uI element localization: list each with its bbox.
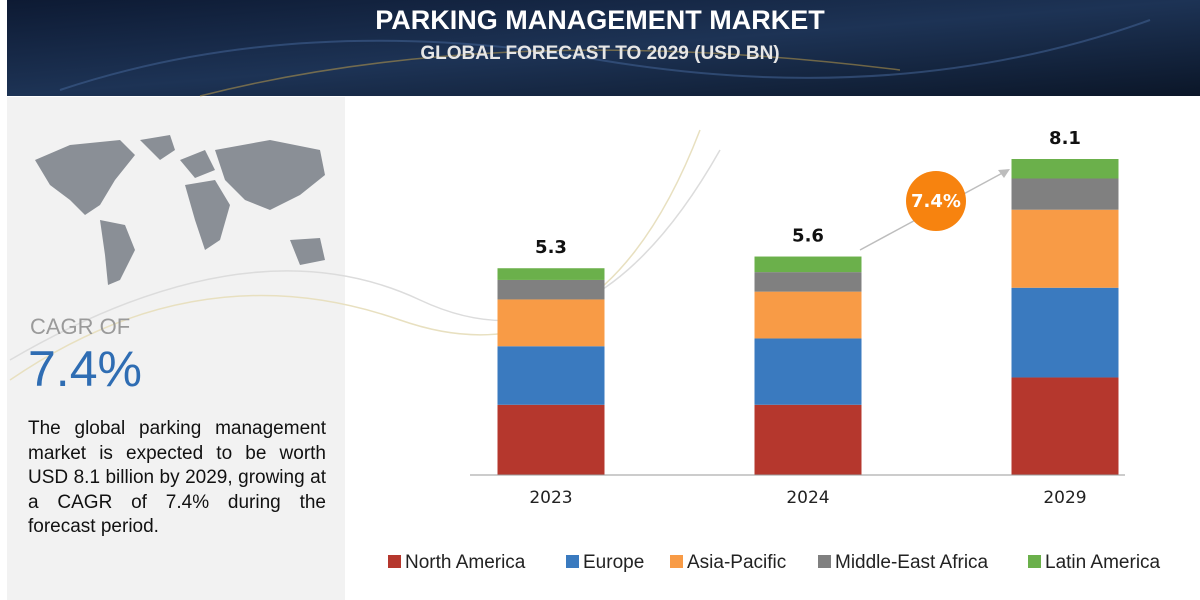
x-tick-label: 2023 — [529, 488, 572, 508]
legend-swatch — [1028, 555, 1041, 568]
bar-segment — [1011, 159, 1119, 179]
legend-label: Middle-East Africa — [835, 552, 989, 573]
title: PARKING MANAGEMENT MARKET — [375, 5, 825, 35]
cagr-value: 7.4% — [28, 341, 142, 397]
legend-label: Europe — [583, 552, 644, 573]
bar-segment — [754, 291, 862, 339]
total-label: 8.1 — [1049, 128, 1081, 149]
bar-segment — [497, 346, 605, 405]
header-bg — [7, 0, 1200, 96]
world-map — [35, 135, 325, 285]
bar-segment — [1011, 209, 1119, 288]
header-decor — [59, 19, 1151, 91]
decor-curve — [9, 149, 721, 361]
arrow-head — [998, 169, 1010, 178]
cagr-label: CAGR OF — [30, 314, 131, 339]
bar-segment — [754, 272, 862, 292]
bar-segment — [754, 404, 862, 475]
bar-segment — [497, 268, 605, 280]
bar-segment — [1011, 377, 1119, 475]
subtitle: GLOBAL FORECAST TO 2029 (USD BN) — [420, 43, 779, 64]
legend-swatch — [566, 555, 579, 568]
bar-segment — [497, 404, 605, 475]
decor-curve — [9, 129, 701, 381]
legend-swatch — [818, 555, 831, 568]
legend-label: Latin America — [1045, 552, 1161, 573]
legend-swatch — [670, 555, 683, 568]
bar-segment — [754, 256, 862, 273]
x-tick-label: 2029 — [1043, 488, 1086, 508]
legend-swatch — [388, 555, 401, 568]
x-tick-label: 2024 — [786, 488, 829, 508]
cagr-badge — [906, 171, 966, 231]
total-label: 5.6 — [792, 226, 824, 247]
total-label: 5.3 — [535, 237, 567, 258]
legend-label: Asia-Pacific — [687, 552, 786, 573]
description: The global parking management market is … — [28, 418, 326, 537]
bar-segment — [1011, 178, 1119, 210]
bar-segment — [497, 279, 605, 300]
bar-segment — [497, 299, 605, 347]
header-decor — [199, 49, 901, 97]
bar-segment — [754, 338, 862, 405]
legend-label: North America — [405, 552, 526, 573]
cagr-badge-label: 7.4% — [911, 191, 961, 212]
bar-segment — [1011, 287, 1119, 378]
